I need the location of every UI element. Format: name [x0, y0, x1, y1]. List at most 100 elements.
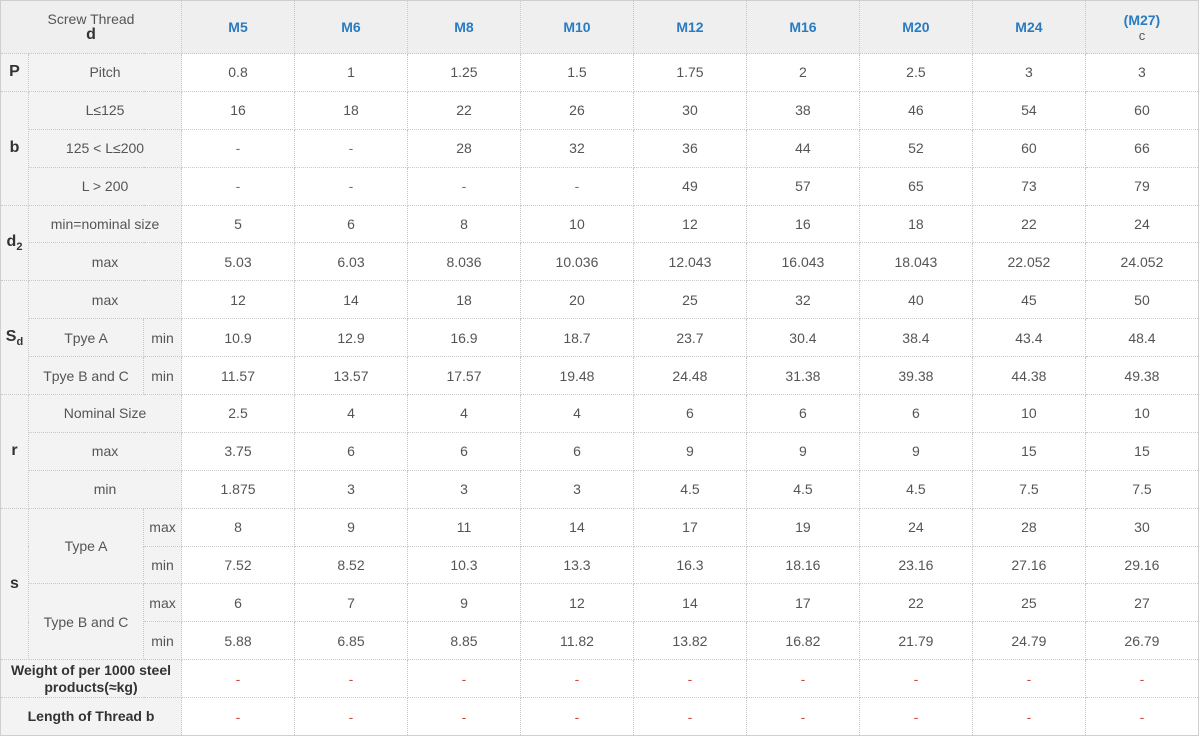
value-cell: 5.88: [181, 621, 295, 661]
value-cell: 18: [858, 204, 973, 244]
size-label: M10: [563, 19, 591, 35]
value-cell: 15: [971, 431, 1086, 471]
value-cell: 13.3: [519, 545, 634, 585]
size-header-m5: M5: [181, 0, 295, 54]
group-symbol-s: s: [0, 507, 29, 661]
group-symbol-r: r: [0, 394, 29, 509]
value-cell: 9: [294, 507, 408, 547]
value-cell: 18.7: [519, 318, 634, 358]
value-cell: 11.57: [181, 356, 295, 396]
value-cell: 7.5: [1084, 469, 1200, 509]
symbol-text: d: [6, 232, 17, 250]
value-cell: -: [181, 166, 295, 206]
value-cell: 31.38: [745, 356, 860, 396]
value-cell: 6.85: [294, 621, 408, 661]
value-cell: 10: [971, 394, 1086, 433]
value-cell: 10.036: [519, 242, 634, 282]
value-cell: -: [858, 659, 973, 699]
value-cell: 9: [858, 431, 973, 471]
row-label: Tpye B and C: [28, 356, 144, 396]
value-cell: -: [632, 659, 747, 699]
value-cell: 1.5: [519, 53, 634, 92]
header-row: Screw Thread d M5 M6 M8 M10 M12 M16 M20 M24 (M27…: [0, 0, 1200, 54]
value-cell: 6: [294, 431, 408, 471]
size-header-m24: M24: [971, 0, 1086, 54]
value-cell: 18.043: [858, 242, 973, 282]
value-cell: 40: [858, 280, 973, 320]
value-cell: 46: [858, 90, 973, 130]
value-cell: 3: [971, 53, 1086, 92]
value-cell: 4: [294, 394, 408, 433]
value-cell: 11.82: [519, 621, 634, 661]
value-cell: 16.9: [406, 318, 521, 358]
value-cell: 6.03: [294, 242, 408, 282]
row-label: max: [27, 242, 183, 282]
value-cell: 4.5: [632, 469, 747, 509]
value-cell: 10.9: [181, 318, 295, 358]
value-cell: 4.5: [745, 469, 860, 509]
value-cell: 24: [1084, 204, 1200, 244]
size-note: c: [1138, 27, 1146, 43]
value-cell: 6: [519, 431, 634, 471]
symbol-subscript: 2: [16, 241, 23, 254]
row-label: Pitch: [27, 53, 183, 92]
size-label: M16: [789, 19, 817, 35]
table-row: L > 200- - - -49 57 65 73 79: [1, 166, 1200, 206]
row-qualifier: min: [142, 545, 183, 585]
value-cell: -: [294, 128, 408, 168]
size-header-m6: M6: [294, 0, 408, 54]
value-cell: -: [1084, 697, 1200, 736]
size-header-m20: M20: [858, 0, 973, 54]
row-label: Nominal Size: [27, 394, 183, 433]
value-cell: 50: [1084, 280, 1200, 320]
row-label: L > 200: [27, 166, 183, 206]
value-cell: 24.79: [971, 621, 1086, 661]
size-header-m16: M16: [745, 0, 860, 54]
table-row: Sd max 12 14 18 20 25 32 40 45 50: [0, 280, 1200, 396]
value-cell: 15: [1084, 431, 1200, 471]
value-cell: 3: [1084, 53, 1200, 92]
value-cell: 8.036: [406, 242, 521, 282]
value-cell: 28: [406, 128, 521, 168]
value-cell: 19.48: [519, 356, 634, 396]
table-row: min 7.52 8.52 10.3 13.3 16.3 18.16 23.16 27.16 29…: [1, 545, 1200, 585]
symbol-text: r: [11, 442, 18, 460]
value-cell: 29.16: [1084, 545, 1200, 585]
value-cell: 5: [181, 204, 295, 244]
footer-row-label: Length of Thread b: [0, 697, 183, 736]
value-cell: -: [1084, 659, 1200, 699]
value-cell: -: [519, 166, 634, 206]
value-cell: 21.79: [858, 621, 973, 661]
value-cell: 24: [858, 507, 973, 547]
value-cell: 18.16: [745, 545, 860, 585]
group-symbol-b: b: [0, 90, 29, 206]
value-cell: -: [858, 697, 973, 736]
value-cell: 1.25: [406, 53, 521, 92]
value-cell: 7.52: [181, 545, 295, 585]
row-qualifier: min: [142, 356, 183, 396]
corner-title: Screw Thread: [47, 11, 135, 27]
value-cell: 28: [971, 507, 1086, 547]
value-cell: 43.4: [971, 318, 1086, 358]
value-cell: 6: [181, 583, 295, 623]
value-cell: 23.16: [858, 545, 973, 585]
value-cell: 5.03: [181, 242, 295, 282]
size-label: M12: [676, 19, 704, 35]
value-cell: 3: [519, 469, 634, 509]
row-label: min=nominal size: [27, 204, 183, 244]
symbol-text: b: [9, 139, 20, 157]
value-cell: 60: [1084, 90, 1200, 130]
value-cell: -: [181, 659, 295, 699]
value-cell: 27.16: [971, 545, 1086, 585]
size-label: M8: [454, 19, 474, 35]
value-cell: 8.85: [406, 621, 521, 661]
value-cell: 73: [971, 166, 1086, 206]
value-cell: 4: [519, 394, 634, 433]
value-cell: -: [406, 166, 521, 206]
value-cell: 39.38: [858, 356, 973, 396]
value-cell: 9: [632, 431, 747, 471]
row-label: Type B and C: [28, 583, 144, 661]
table-row: min 1.875 3 3 3 4.5 4.5 4.5 7.5 7.5: [1, 469, 1200, 509]
value-cell: -: [406, 659, 521, 699]
